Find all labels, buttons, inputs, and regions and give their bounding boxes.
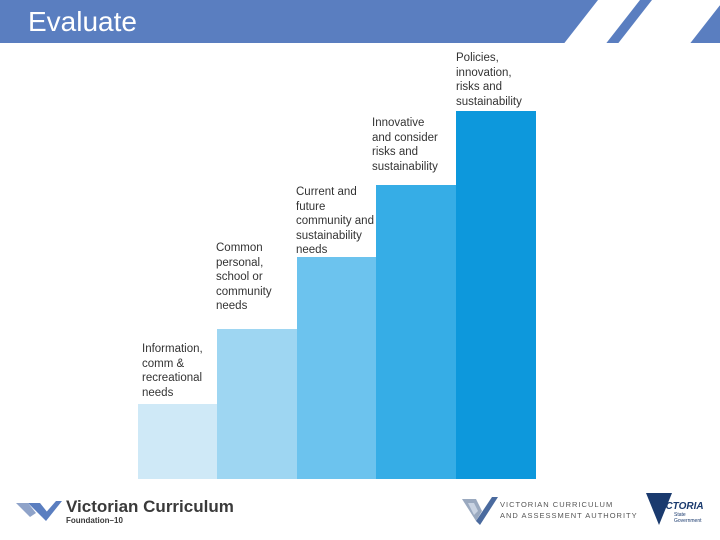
- vcaa-logo: VICTORIAN CURRICULUM AND ASSESSMENT AUTH…: [462, 493, 637, 527]
- victoria-logo-text: VICTORIA: [656, 501, 704, 512]
- vc-mark-icon: [16, 501, 62, 521]
- victoria-logo-subtext: State Government: [674, 512, 702, 524]
- victoria-government-logo: VICTORIA State Government: [644, 491, 714, 529]
- slide-title: Evaluate: [28, 6, 137, 37]
- vcaa-logo-text: VICTORIAN CURRICULUM AND ASSESSMENT AUTH…: [500, 500, 638, 520]
- step-label-1: Information, comm & recreational needs: [142, 343, 203, 399]
- step-label-3: Current and future community and sustain…: [296, 186, 374, 256]
- step-block-3: [297, 257, 376, 479]
- vc-logo-title: Victorian Curriculum: [66, 497, 234, 516]
- victoria-mark-icon: [646, 493, 672, 525]
- step-block-2: [217, 329, 297, 479]
- vcaa-mark-icon: [462, 497, 498, 525]
- step-block-5: [456, 111, 536, 479]
- step-label-5: Policies, innovation, risks and sustaina…: [456, 52, 522, 108]
- vc-logo-subtitle: Foundation–10: [66, 516, 123, 525]
- step-label-2: Common personal, school or community nee…: [216, 242, 272, 312]
- step-block-4: [376, 185, 456, 479]
- step-block-1: [138, 404, 217, 479]
- header-bar: Evaluate: [0, 0, 720, 43]
- victorian-curriculum-logo: Victorian Curriculum Foundation–10: [16, 495, 256, 527]
- step-label-4: Innovative and consider risks and sustai…: [372, 117, 438, 173]
